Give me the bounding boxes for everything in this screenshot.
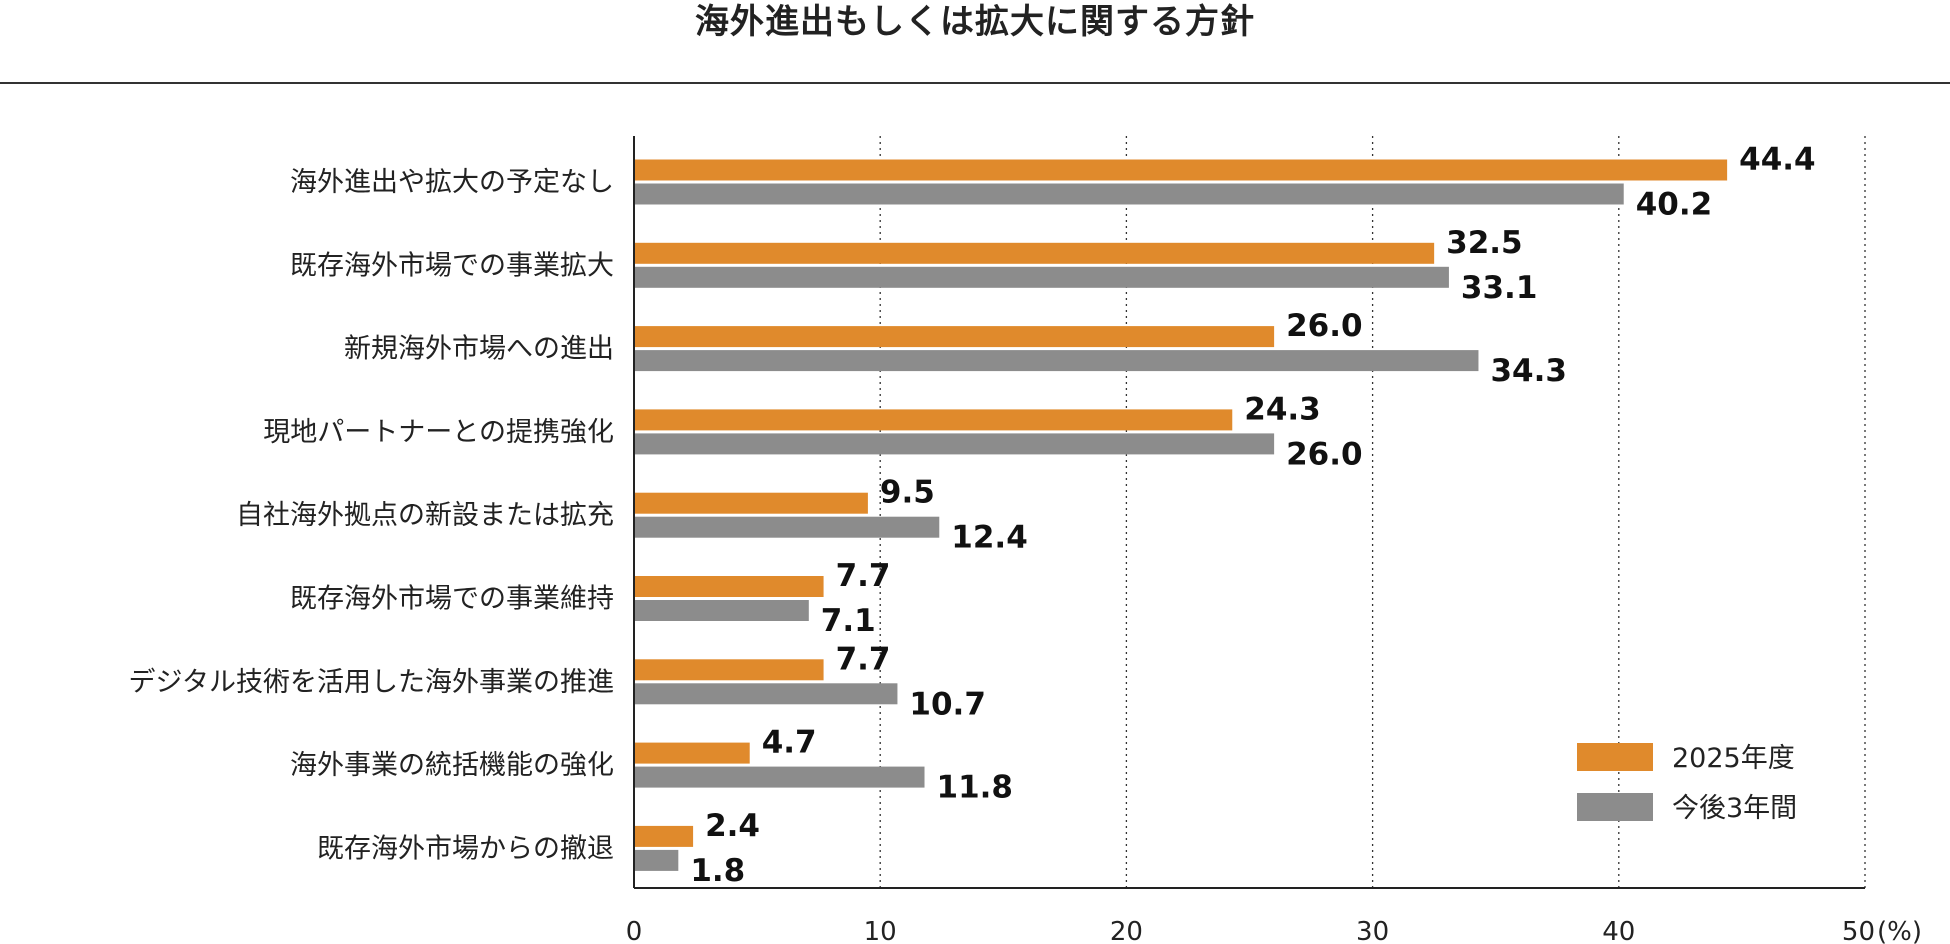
bar — [634, 516, 940, 538]
bar — [634, 576, 824, 597]
axes: 0 10 20 30 40 50 (%) — [626, 136, 1922, 944]
data-label: 34.3 — [1490, 353, 1567, 389]
x-tick-label: 20 — [1110, 917, 1143, 944]
bar — [634, 492, 868, 514]
bar — [634, 183, 1624, 205]
bar — [634, 242, 1435, 264]
bar — [634, 159, 1728, 181]
data-label: 1.8 — [690, 853, 745, 889]
title-divider — [0, 82, 1950, 84]
data-label: 12.4 — [951, 520, 1028, 556]
x-tick-label: 30 — [1356, 917, 1389, 944]
data-label: 10.7 — [909, 686, 986, 722]
data-label: 40.2 — [1636, 187, 1713, 223]
x-tick-label: 40 — [1602, 917, 1635, 944]
x-tick-label: 0 — [626, 917, 643, 944]
x-tick-label: 50 — [1842, 917, 1875, 944]
data-label: 2.4 — [705, 808, 760, 844]
category-label: 既存海外市場からの撤退 — [317, 833, 614, 864]
category-label: 海外事業の統括機能の強化 — [290, 750, 614, 781]
category-label: 新規海外市場への進出 — [344, 334, 614, 365]
x-tick-label: 10 — [864, 917, 897, 944]
data-label: 26.0 — [1286, 436, 1363, 472]
category-label: 自社海外拠点の新設または拡充 — [236, 500, 614, 531]
bar — [634, 326, 1275, 348]
bar — [634, 683, 898, 705]
bars — [634, 159, 1728, 871]
labels: 海外進出や拡大の予定なし 44.4 40.2 既存海外市場での事業拡大 32.5 33.1… — [129, 142, 1816, 889]
bar — [634, 659, 824, 681]
category-label: 既存海外市場での事業拡大 — [290, 250, 614, 281]
data-label: 11.8 — [937, 770, 1014, 806]
legend-label: 今後3年間 — [1672, 793, 1797, 824]
data-label: 32.5 — [1446, 225, 1523, 261]
bar — [634, 433, 1275, 455]
bar — [634, 600, 809, 621]
bar — [634, 766, 925, 788]
bar — [634, 825, 694, 847]
x-axis-unit: (%) — [1877, 917, 1922, 944]
chart-title: 海外進出もしくは拡大に関する方針 — [695, 2, 1255, 42]
data-label: 9.5 — [880, 475, 935, 511]
data-label: 4.7 — [762, 725, 817, 761]
bar — [634, 742, 750, 764]
data-label: 26.0 — [1286, 308, 1363, 344]
category-label: デジタル技術を活用した海外事業の推進 — [129, 667, 614, 698]
data-label: 7.1 — [821, 603, 876, 639]
bar — [634, 849, 679, 871]
data-label: 7.7 — [836, 558, 891, 594]
legend-swatch — [1577, 743, 1653, 771]
data-label: 7.7 — [836, 641, 891, 677]
data-label: 24.3 — [1244, 391, 1321, 427]
bar — [634, 266, 1449, 288]
data-label: 33.1 — [1461, 270, 1538, 306]
category-label: 海外進出や拡大の予定なし — [290, 167, 614, 198]
legend-swatch — [1577, 793, 1653, 821]
category-label: 現地パートナーとの提携強化 — [263, 417, 614, 448]
legend-label: 2025年度 — [1672, 743, 1795, 774]
data-label: 44.4 — [1739, 142, 1816, 178]
category-label: 既存海外市場での事業維持 — [290, 584, 614, 615]
bar — [634, 409, 1233, 431]
bar — [634, 350, 1479, 372]
